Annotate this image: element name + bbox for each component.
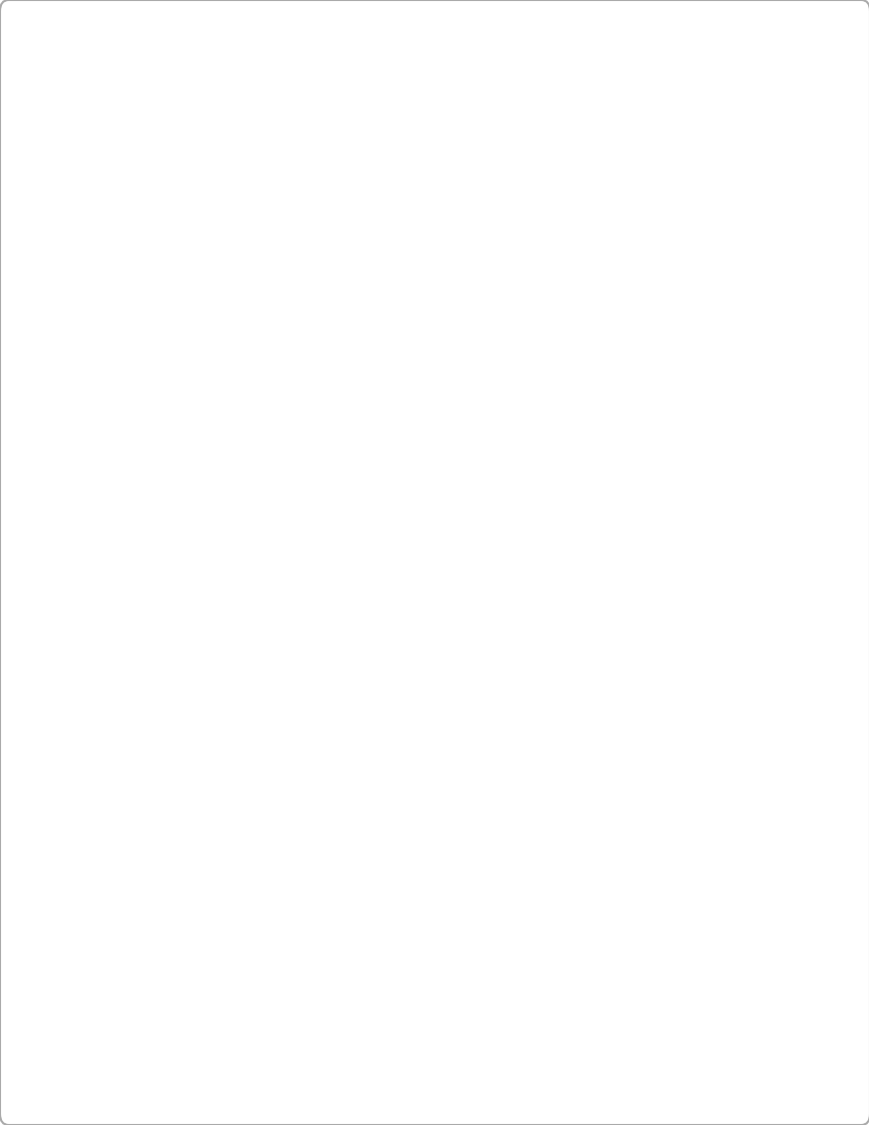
Text: Cartopy required for map rendering: Cartopy required for map rendering (295, 593, 591, 611)
Text: January 2015: January 2015 (352, 91, 517, 111)
Text: Morocco Composite Drought Index: Morocco Composite Drought Index (138, 19, 731, 48)
